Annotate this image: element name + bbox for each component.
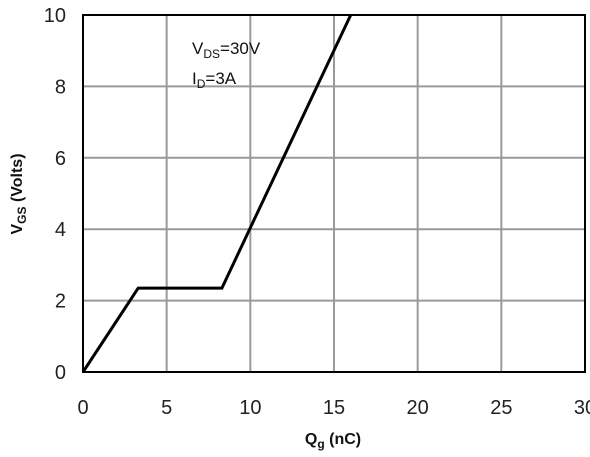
plot-frame: [82, 14, 586, 373]
y-tick-label-5: 10: [44, 5, 66, 27]
y-tick-label-4: 8: [55, 76, 66, 98]
series-line-0: [81, 14, 353, 373]
grid: [82, 14, 586, 373]
x-tick-label-4: 20: [407, 397, 429, 419]
x-tick-label-2: 10: [239, 397, 261, 419]
x-tick-labels: 0 5 10 15 20 25 30: [77, 397, 590, 419]
y-tick-label-1: 2: [55, 291, 66, 313]
x-tick-label-6: 30: [574, 397, 590, 419]
y-tick-label-0: 0: [55, 362, 66, 384]
x-axis-title: Qg (nC): [305, 431, 361, 451]
y-axis-title: VGS (Volts): [9, 153, 29, 234]
x-tick-label-1: 5: [161, 397, 172, 419]
y-tick-labels: 0 2 4 6 8 10: [44, 5, 66, 384]
series-layer: [81, 14, 353, 373]
x-tick-label-0: 0: [77, 397, 88, 419]
y-tick-label-3: 6: [55, 148, 66, 170]
x-tick-label-5: 25: [490, 397, 512, 419]
annotation-id: ID=3A: [192, 69, 237, 91]
y-tick-label-2: 4: [55, 219, 66, 241]
annotation-vds: VDS=30V: [192, 39, 261, 61]
x-tick-label-3: 15: [323, 397, 345, 419]
